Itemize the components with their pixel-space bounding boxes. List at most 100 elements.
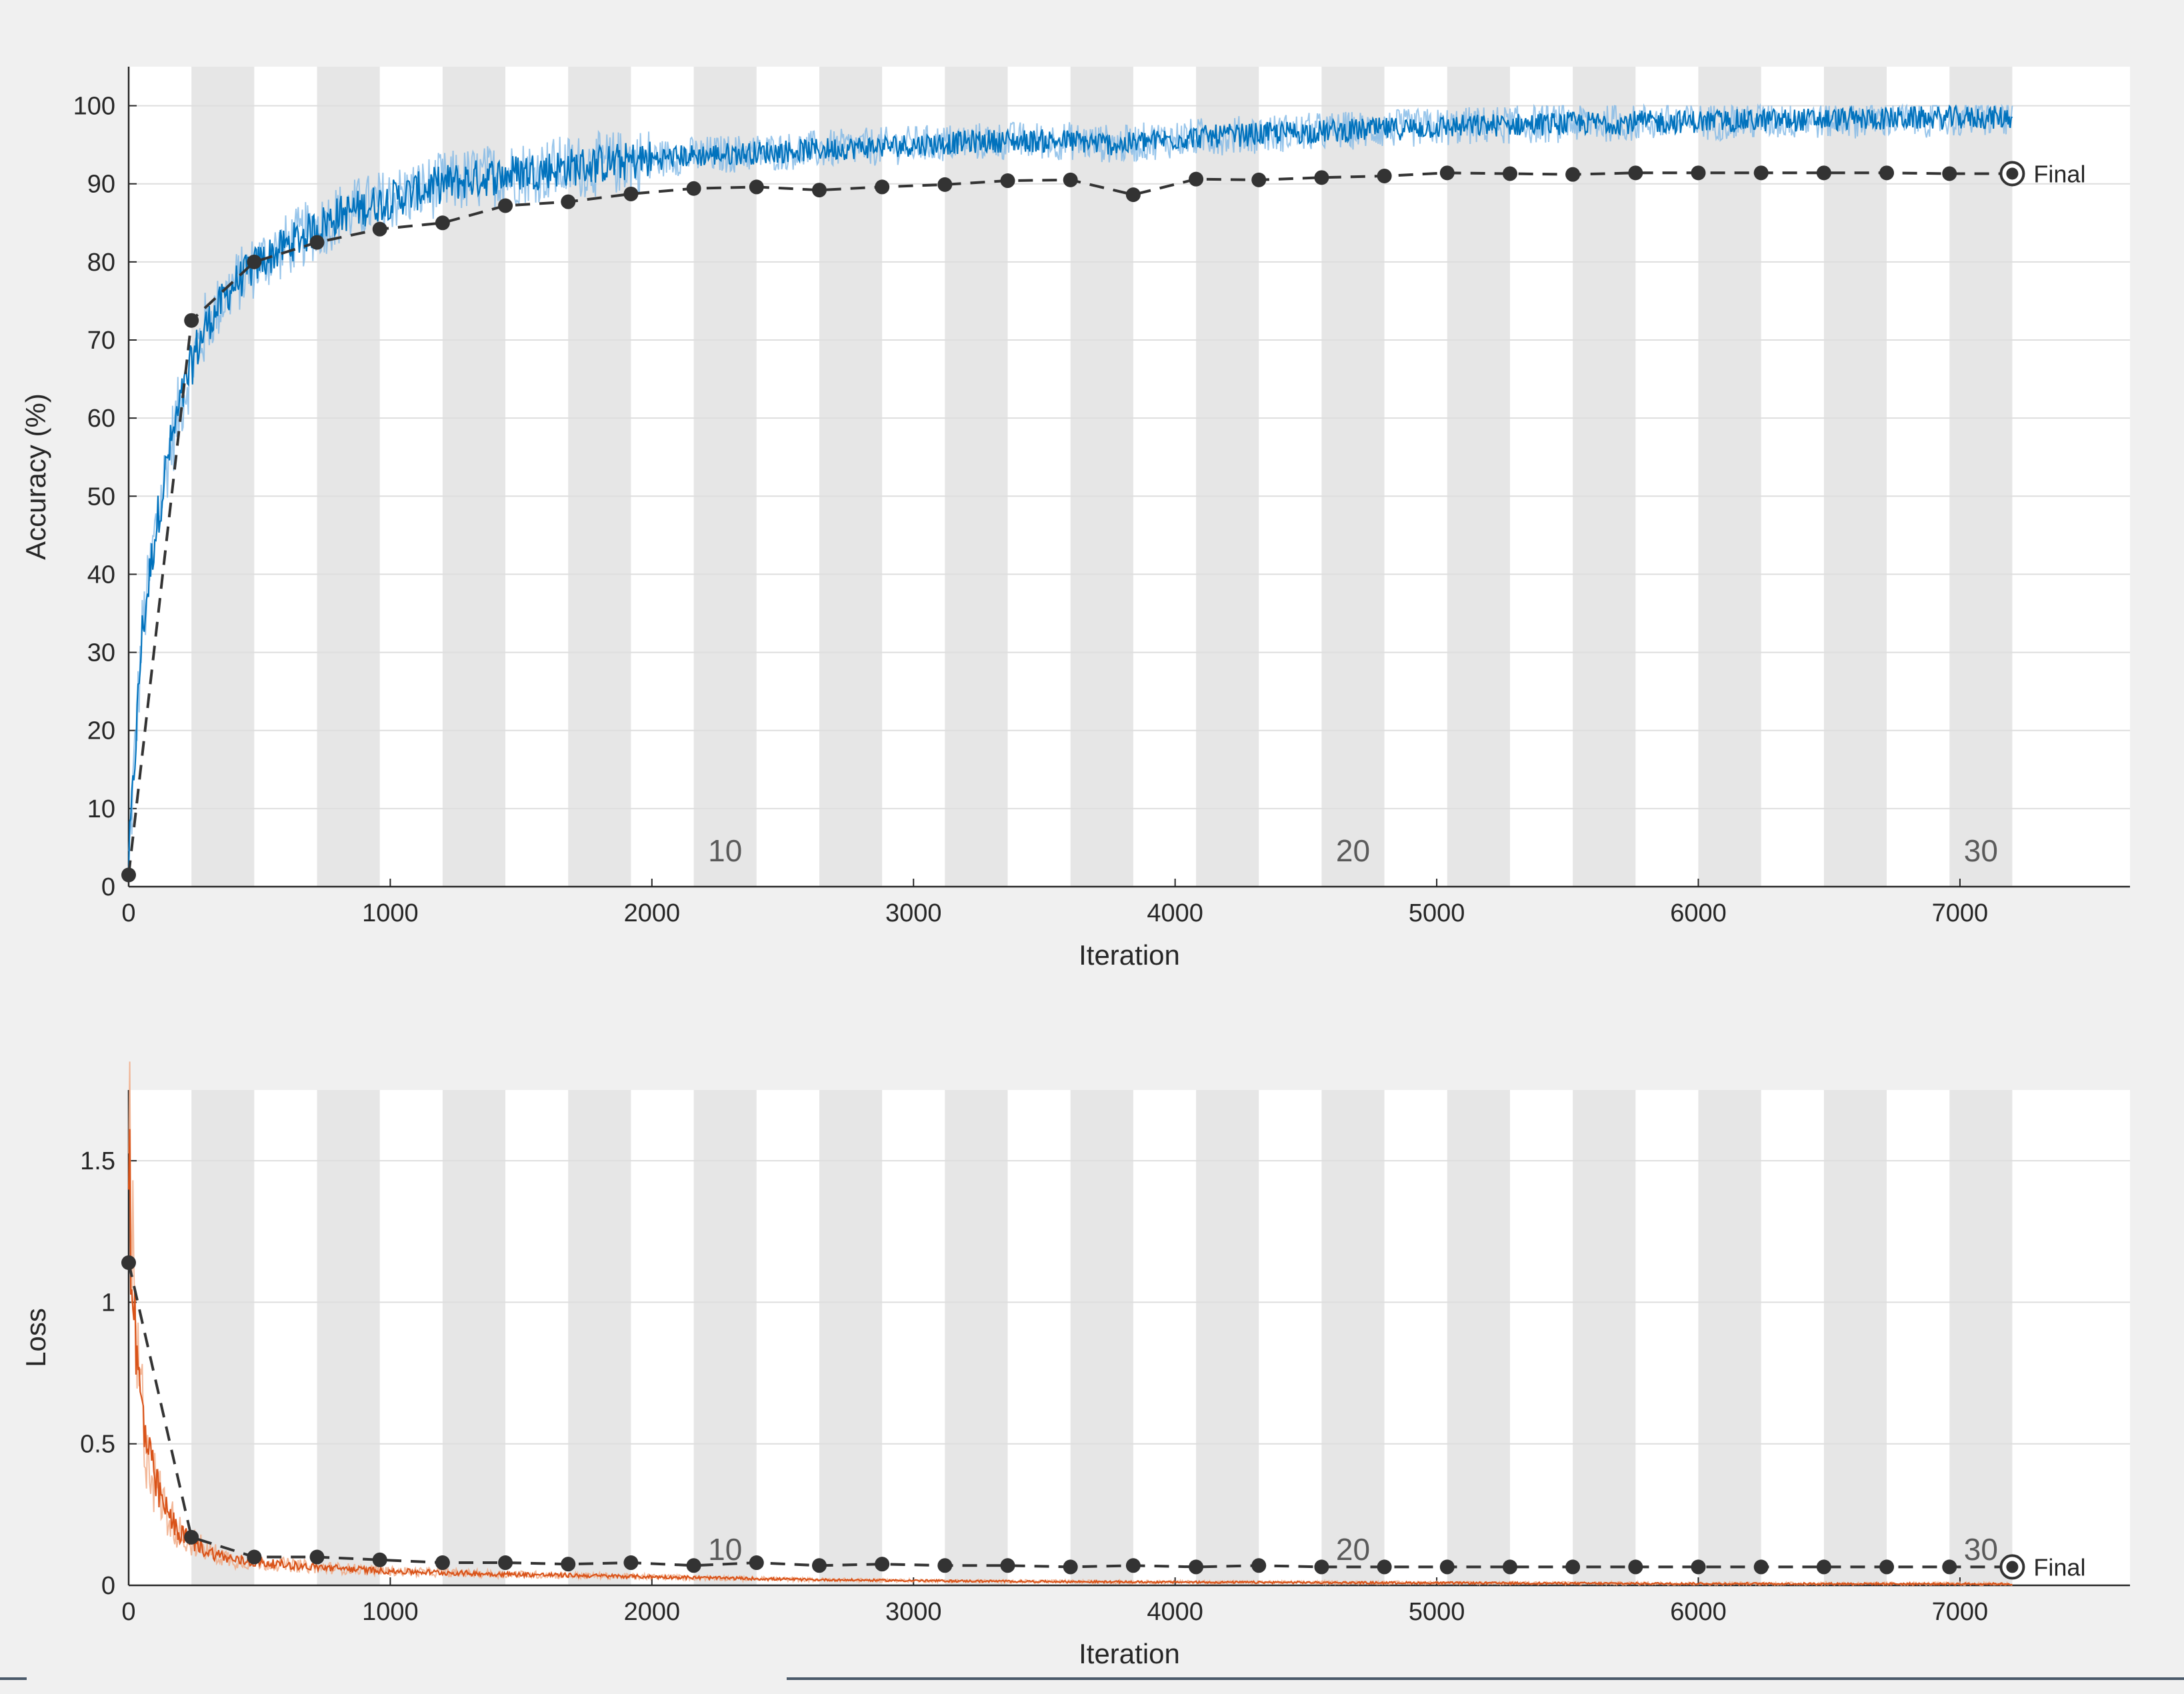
epoch-band: [317, 67, 380, 887]
x-tick-label: 6000: [1670, 1598, 1727, 1626]
y-tick-label: 70: [87, 327, 115, 355]
loss-validation-point: [1125, 1558, 1141, 1573]
loss-final-label: Final: [2033, 1553, 2085, 1581]
accuracy-validation-point: [498, 198, 513, 213]
accuracy-validation-point: [1753, 165, 1769, 181]
epoch-band: [568, 1090, 631, 1585]
epoch-band: [1070, 67, 1133, 887]
accuracy-validation-point: [1502, 166, 1517, 181]
epoch-label: 10: [708, 833, 742, 868]
accuracy-validation-point: [623, 186, 639, 201]
epoch-band: [945, 1090, 1008, 1585]
accuracy-validation-point: [1691, 165, 1706, 181]
loss-validation-point: [309, 1549, 325, 1565]
accuracy-training-smoothed-line: [127, 104, 2013, 873]
loss-final-marker-dot: [2006, 1561, 2019, 1573]
loss-validation-point: [1942, 1559, 1957, 1575]
loss-validation-point: [247, 1549, 262, 1565]
epoch-band: [1196, 1090, 1259, 1585]
loss-validation-point: [1691, 1559, 1706, 1575]
loss-chart: 0 0.5 1 1.5 0 1000 2000 3000 4000 5000 6000 7000 10 2…: [20, 1061, 2130, 1669]
y-tick-label: 0: [101, 1572, 115, 1600]
accuracy-validation-point: [1314, 170, 1329, 185]
loss-validation-point: [435, 1555, 450, 1571]
loss-validation-point: [184, 1529, 199, 1545]
loss-validation-point: [1251, 1558, 1267, 1573]
loss-validation-point: [1565, 1559, 1581, 1575]
loss-validation-point: [498, 1555, 513, 1571]
accuracy-validation-point: [1942, 166, 1957, 181]
x-tick-label: 0: [121, 1598, 135, 1626]
accuracy-validation-point: [1189, 171, 1204, 187]
y-tick-label: 30: [87, 639, 115, 667]
loss-validation-point: [372, 1552, 387, 1567]
epoch-band: [1321, 67, 1385, 887]
y-tick-label: 0.5: [80, 1431, 115, 1459]
loss-validation-point: [1628, 1559, 1643, 1575]
accuracy-validation-point: [1565, 167, 1581, 182]
x-tick-label: 3000: [885, 1598, 942, 1626]
epoch-band: [442, 1090, 506, 1585]
epoch-band: [317, 1090, 380, 1585]
y-tick-label: 10: [87, 795, 115, 823]
epoch-band: [819, 67, 883, 887]
accuracy-validation-point: [811, 183, 827, 198]
loss-validation-point: [1879, 1559, 1895, 1575]
epoch-band: [191, 1090, 255, 1585]
x-tick-label: 5000: [1409, 1598, 1465, 1626]
accuracy-final-label: Final: [2033, 160, 2085, 187]
x-tick-label: 4000: [1147, 899, 1203, 927]
accuracy-validation-point: [937, 177, 953, 192]
x-tick-label: 2000: [624, 1598, 681, 1626]
y-tick-label: 0: [101, 873, 115, 901]
epoch-band: [1698, 67, 1761, 887]
accuracy-validation-point: [309, 235, 325, 250]
accuracy-validation-point: [875, 179, 890, 195]
accuracy-validation-point: [372, 221, 387, 237]
accuracy-validation-point: [561, 194, 576, 209]
y-tick-label: 100: [73, 93, 115, 121]
accuracy-final-marker-dot: [2006, 167, 2019, 180]
epoch-label: 20: [1336, 833, 1370, 868]
accuracy-validation-point: [1251, 172, 1267, 187]
y-tick-label: 40: [87, 561, 115, 589]
x-tick-label: 7000: [1932, 1598, 1989, 1626]
loss-validation-point: [875, 1557, 890, 1572]
x-axis-label: Iteration: [1079, 939, 1180, 971]
epoch-band: [1321, 1090, 1385, 1585]
loss-validation-point: [1000, 1558, 1015, 1573]
x-tick-label: 5000: [1409, 899, 1465, 927]
epoch-band: [568, 67, 631, 887]
epoch-band: [693, 67, 757, 887]
accuracy-validation-point: [121, 867, 136, 883]
epoch-band: [1573, 67, 1636, 887]
x-tick-label: 0: [121, 899, 135, 927]
epoch-label: 30: [1964, 833, 1998, 868]
epoch-band: [191, 67, 255, 887]
y-tick-label: 1: [101, 1289, 115, 1317]
epoch-band: [1823, 1090, 1887, 1585]
y-axis-label: Accuracy (%): [20, 393, 51, 560]
accuracy-validation-point: [1439, 165, 1455, 181]
epoch-band: [1949, 1090, 2013, 1585]
x-tick-label: 4000: [1147, 1598, 1203, 1626]
accuracy-validation-point: [1816, 165, 1831, 181]
loss-validation-point: [1439, 1559, 1455, 1575]
loss-validation-point: [1189, 1559, 1204, 1575]
x-tick-label: 6000: [1670, 899, 1727, 927]
accuracy-validation-point: [686, 181, 701, 196]
epoch-band: [693, 1090, 757, 1585]
y-tick-label: 60: [87, 405, 115, 433]
loss-validation-point: [121, 1255, 136, 1270]
loss-validation-point: [749, 1555, 764, 1571]
loss-validation-point: [1502, 1559, 1517, 1575]
y-tick-label: 80: [87, 249, 115, 277]
loss-validation-point: [811, 1558, 827, 1573]
accuracy-validation-point: [1125, 187, 1141, 203]
accuracy-validation-point: [749, 179, 764, 195]
epoch-band: [945, 67, 1008, 887]
epoch-band: [1070, 1090, 1133, 1585]
loss-validation-point: [1753, 1559, 1769, 1575]
x-tick-label: 1000: [362, 899, 419, 927]
